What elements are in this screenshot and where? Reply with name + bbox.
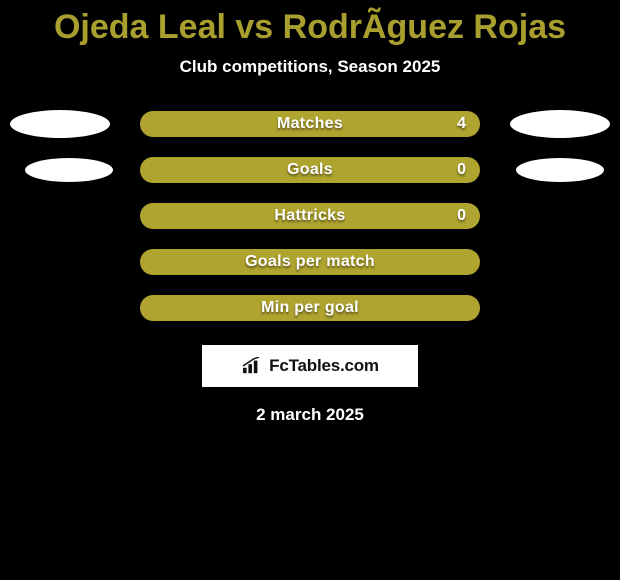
stat-label: Min per goal — [261, 299, 359, 317]
stat-row: Goals 0 — [0, 157, 620, 183]
stat-label: Goals per match — [245, 253, 375, 271]
left-value-ellipse — [25, 158, 113, 182]
stat-row: Matches 4 — [0, 111, 620, 137]
right-value-ellipse — [516, 158, 604, 182]
stat-label: Goals — [287, 161, 333, 179]
stat-label: Matches — [277, 115, 343, 133]
stat-row: Goals per match — [0, 249, 620, 275]
stat-bar-goals-per-match: Goals per match — [140, 249, 480, 275]
stat-bar-hattricks: Hattricks 0 — [140, 203, 480, 229]
comparison-rows: Matches 4 Goals 0 Hattricks 0 Goals per … — [0, 111, 620, 321]
stat-value: 0 — [457, 161, 466, 179]
stat-bar-min-per-goal: Min per goal — [140, 295, 480, 321]
stat-label: Hattricks — [274, 207, 345, 225]
footer-date: 2 march 2025 — [0, 405, 620, 425]
stat-bar-matches: Matches 4 — [140, 111, 480, 137]
stat-row: Min per goal — [0, 295, 620, 321]
brand-text: FcTables.com — [269, 356, 379, 376]
left-value-ellipse — [10, 110, 110, 138]
page-subtitle: Club competitions, Season 2025 — [0, 57, 620, 77]
stat-value: 0 — [457, 207, 466, 225]
right-value-ellipse — [510, 110, 610, 138]
bar-chart-icon — [241, 357, 263, 375]
brand-logo: FcTables.com — [202, 345, 418, 387]
stat-row: Hattricks 0 — [0, 203, 620, 229]
page-title: Ojeda Leal vs RodrÃ­guez Rojas — [0, 0, 620, 47]
stat-value: 4 — [457, 115, 466, 133]
stat-bar-goals: Goals 0 — [140, 157, 480, 183]
